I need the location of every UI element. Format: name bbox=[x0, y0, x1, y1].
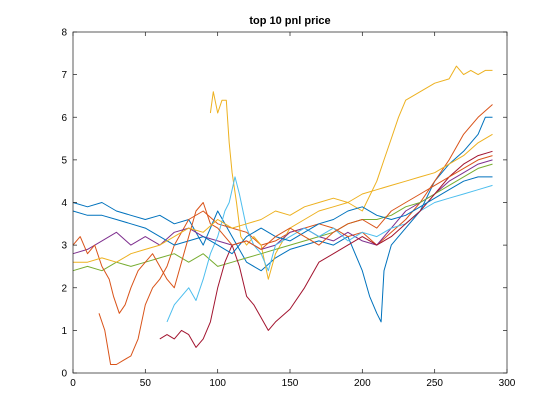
series-line-3 bbox=[209, 65, 493, 280]
x-tick-label: 50 bbox=[140, 378, 152, 389]
series-line-1 bbox=[72, 116, 493, 323]
series-line-10 bbox=[73, 133, 493, 263]
x-tick-label: 250 bbox=[426, 378, 443, 389]
series-line-6 bbox=[166, 176, 493, 323]
y-tick-label: 4 bbox=[61, 198, 67, 209]
y-tick-label: 7 bbox=[61, 70, 67, 81]
series-layer bbox=[72, 65, 493, 365]
y-tick-label: 3 bbox=[61, 241, 67, 252]
series-line-7 bbox=[159, 150, 493, 348]
y-tick-label: 5 bbox=[61, 155, 67, 166]
x-tick-label: 150 bbox=[282, 378, 299, 389]
plot-area-frame bbox=[72, 31, 508, 374]
y-tick-label: 1 bbox=[61, 326, 67, 337]
tick-layer: 0 50 100 150 200 250 300 0 1 2 3 4 5 6 7 8 bbox=[61, 28, 515, 390]
series-line-5 bbox=[72, 163, 493, 272]
x-tick-label: 100 bbox=[209, 378, 226, 389]
x-tick-label: 200 bbox=[354, 378, 371, 389]
x-tick-label: 0 bbox=[70, 378, 76, 389]
y-tick-label: 6 bbox=[61, 113, 67, 124]
chart-title: top 10 pnl price bbox=[249, 15, 330, 27]
x-tick-label: 300 bbox=[499, 378, 516, 389]
y-tick-label: 0 bbox=[61, 369, 67, 380]
series-line-9 bbox=[72, 155, 493, 314]
series-line-8 bbox=[72, 176, 493, 255]
series-line-2 bbox=[98, 104, 493, 365]
y-tick-label: 2 bbox=[61, 283, 67, 294]
y-tick-label: 8 bbox=[61, 28, 67, 39]
